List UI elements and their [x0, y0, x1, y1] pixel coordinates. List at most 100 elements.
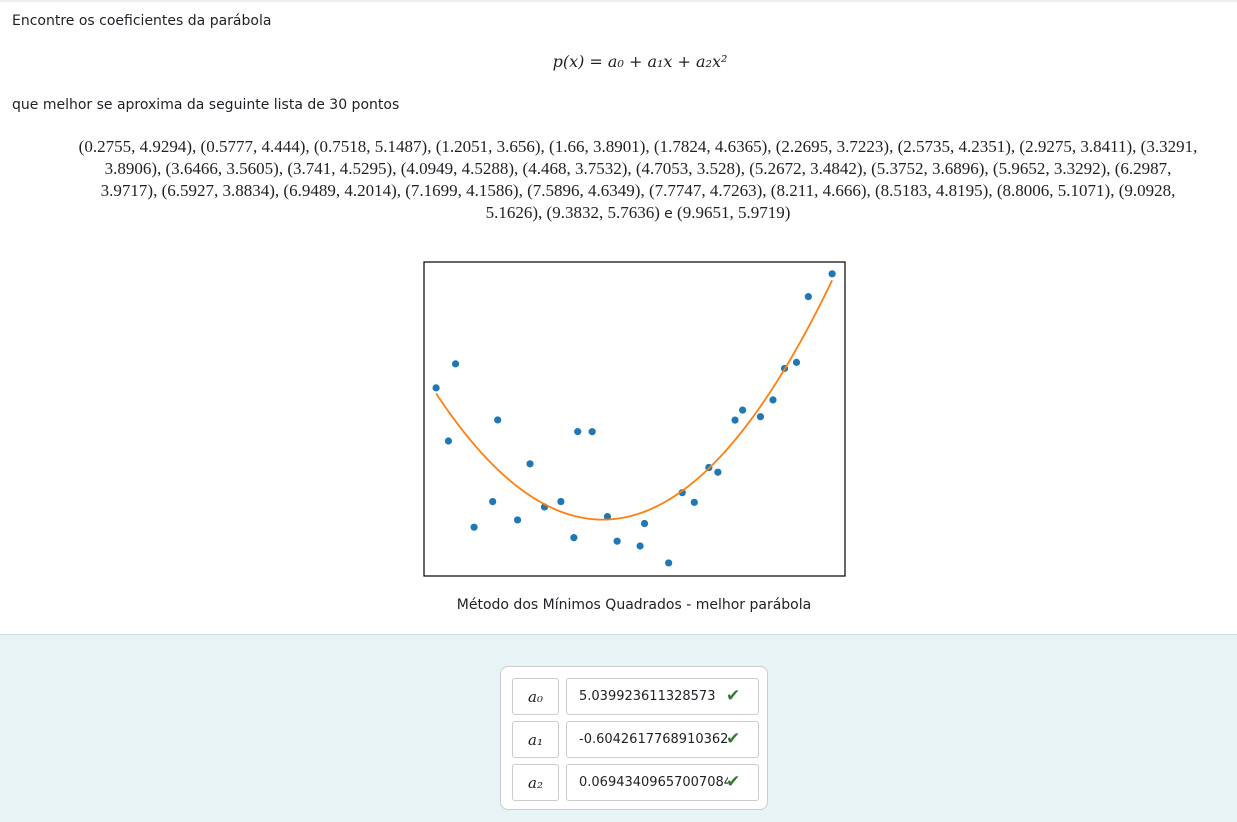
formula: p(x) = a₀ + a₁x + a₂x²	[552, 52, 728, 71]
point-x: 6.2987	[1120, 159, 1168, 178]
point-x: 3.6466	[171, 159, 218, 178]
data-point	[557, 497, 565, 506]
point-y: 3.8411	[1080, 137, 1127, 156]
point-y: 3.656	[496, 137, 535, 156]
coefficient-input[interactable]	[566, 764, 759, 801]
point-y: 3.3292	[1053, 159, 1101, 178]
point-x: 3.3291	[1146, 137, 1194, 156]
point-y: 4.6349	[588, 181, 635, 200]
data-point	[494, 416, 502, 424]
point-y: 5.9719	[737, 203, 785, 222]
point-y: 4.666	[822, 181, 861, 200]
point-y: 3.7532	[574, 159, 622, 178]
correct-icon: ✔	[726, 729, 741, 749]
data-point	[738, 406, 747, 414]
point-y: 4.5288	[461, 159, 509, 178]
point-x: 4.7053	[641, 159, 689, 178]
point-x: 6.5927	[167, 181, 214, 200]
correct-icon: ✔	[726, 772, 741, 792]
point-y: 3.8901	[592, 137, 640, 156]
data-point	[513, 516, 522, 524]
point-y: 3.6896	[931, 159, 979, 178]
data-point	[714, 468, 722, 476]
point-x: 1.66	[554, 137, 585, 156]
point-x: 0.2755	[84, 137, 132, 156]
answer-area: a₀ ✔ a₁ ✔ a₂ ✔	[0, 634, 1237, 822]
point-x: 2.5735	[903, 137, 950, 156]
point-x: 8.5183	[880, 181, 928, 200]
point-y: 5.1626	[485, 203, 533, 222]
point-x: 9.9651	[682, 203, 730, 222]
data-point	[756, 413, 765, 421]
coefficient-input[interactable]	[566, 721, 759, 758]
chart	[423, 261, 846, 577]
point-x: 5.9652	[998, 159, 1046, 178]
question-area: Encontre os coeficientes da parábola p(x…	[0, 0, 1237, 613]
point-y: 4.5295	[339, 159, 387, 178]
point-x: 7.1699	[410, 181, 458, 200]
data-point	[444, 437, 453, 445]
data-point	[792, 358, 801, 366]
data-point	[526, 460, 534, 468]
coefficient-label: a₂	[512, 764, 559, 801]
point-y: 3.5605	[226, 159, 274, 178]
lead-text: que melhor se aproxima da seguinte lista…	[12, 97, 400, 113]
data-point	[828, 270, 836, 278]
point-x: 2.2695	[781, 137, 829, 156]
data-point	[690, 498, 698, 506]
point-y: 4.7263	[709, 181, 757, 200]
point-y: 3.7223	[836, 137, 884, 156]
data-point	[769, 396, 777, 404]
coefficient-label: a₀	[512, 678, 559, 715]
data-point	[640, 519, 649, 528]
data-point	[588, 428, 596, 436]
point-y: 5.1071	[1057, 181, 1105, 200]
plot-frame	[423, 261, 846, 577]
data-point	[731, 416, 739, 424]
correct-icon: ✔	[726, 686, 741, 706]
point-y: 4.444	[261, 137, 300, 156]
point-x: 0.7518	[319, 137, 367, 156]
point-x: 8.211	[776, 181, 815, 200]
point-y: 3.8906	[104, 159, 152, 178]
point-y: 5.1487	[374, 137, 422, 156]
point-y: 3.9717	[100, 181, 148, 200]
point-x: 7.5896	[532, 181, 580, 200]
point-x: 0.5777	[206, 137, 253, 156]
point-x: 4.0949	[406, 159, 454, 178]
point-x: 6.9489	[289, 181, 336, 200]
point-y: 4.8195	[935, 181, 983, 200]
data-point	[603, 512, 612, 521]
point-y: 4.2351	[958, 137, 1006, 156]
point-y: 4.6365	[714, 137, 762, 156]
point-x: 3.741	[293, 159, 332, 178]
point-x: 1.7824	[659, 137, 707, 156]
point-x: 5.2672	[754, 159, 802, 178]
intro-text: Encontre os coeficientes da parábola	[12, 13, 272, 29]
data-point	[432, 384, 440, 392]
point-x: 2.9275	[1025, 137, 1072, 156]
data-point	[489, 497, 497, 506]
point-x: 7.7747	[654, 181, 702, 200]
point-y: 5.7636	[607, 203, 655, 222]
data-point	[678, 489, 686, 497]
coefficient-input[interactable]	[566, 678, 759, 715]
point-y: 3.4842	[810, 159, 857, 178]
data-point	[470, 523, 478, 531]
point-x: 1.2051	[441, 137, 489, 156]
point-y: 4.9294	[139, 137, 187, 156]
points-list: (0.2755, 4.9294), (0.5777, 4.444), (0.75…	[78, 137, 1198, 222]
data-point	[570, 534, 578, 542]
data-point	[636, 542, 644, 550]
point-y: 3.528	[696, 159, 736, 178]
data-point	[451, 360, 460, 368]
answer-box: a₀ ✔ a₁ ✔ a₂ ✔	[500, 666, 768, 810]
point-y: 3.8834	[222, 181, 270, 200]
point-x: 4.468	[528, 159, 567, 178]
point-x: 5.3752	[876, 159, 924, 178]
data-point	[613, 537, 621, 545]
point-y: 4.2014	[344, 181, 392, 200]
point-y: 4.1586	[466, 181, 513, 200]
fitted-parabola	[435, 279, 833, 521]
